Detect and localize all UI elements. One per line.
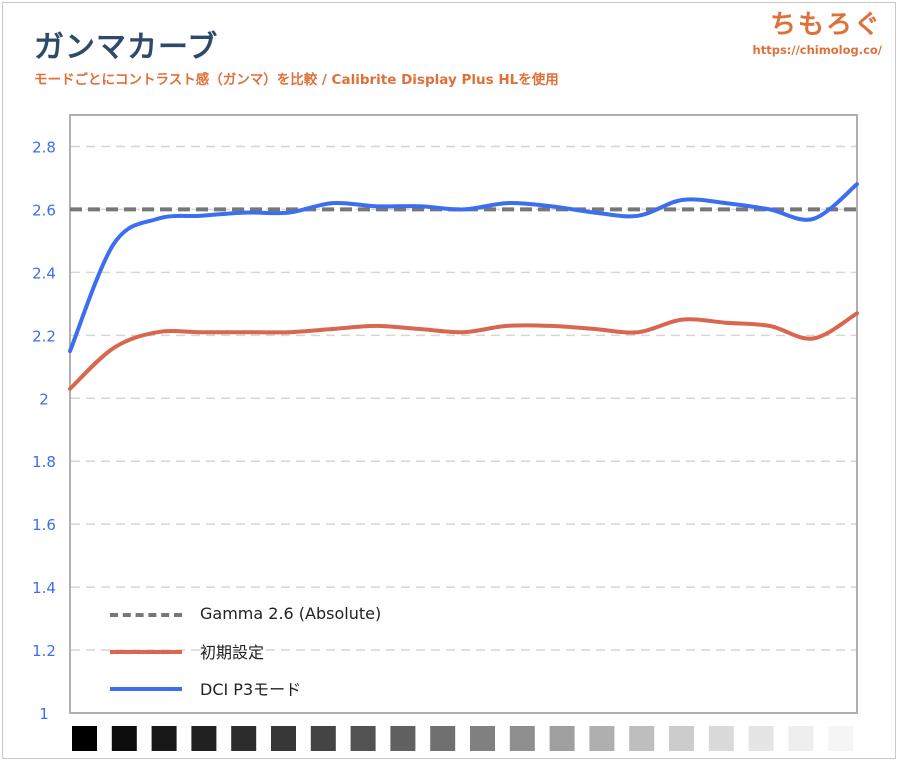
site-logo: ちもろぐ https://chimolog.co/ (753, 4, 882, 57)
y-tick-label: 1.2 (32, 642, 56, 660)
page-title: ガンマカーブ (34, 30, 219, 65)
gray-swatch (748, 726, 774, 751)
y-tick-label: 2.6 (32, 201, 56, 219)
gray-swatch (350, 726, 376, 751)
legend-label-default: 初期設定 (200, 642, 265, 662)
gray-swatch (828, 726, 854, 751)
gray-swatch (549, 726, 575, 751)
legend-item-dcip3: DCI P3モード (110, 669, 381, 706)
y-tick-label: 1.4 (32, 579, 56, 597)
y-tick-label: 2 (39, 390, 49, 408)
gray-swatch (470, 726, 495, 751)
chart-legend: Gamma 2.6 (Absolute) 初期設定 DCI P3モード (110, 595, 381, 706)
series-lines (68, 182, 859, 391)
legend-item-default: 初期設定 (110, 632, 381, 669)
gray-swatch (509, 726, 535, 751)
gray-swatch (231, 726, 257, 751)
gray-swatch (788, 726, 814, 751)
legend-label-gamma: Gamma 2.6 (Absolute) (200, 604, 382, 623)
legend-swatch-default (110, 649, 182, 654)
gray-swatch (708, 726, 734, 751)
page-subtitle: モードごとにコントラスト感（ガンマ）を比較 / Calibrite Displa… (34, 72, 559, 88)
logo-url: https://chimolog.co/ (752, 43, 882, 57)
legend-item-gamma: Gamma 2.6 (Absolute) (110, 595, 381, 632)
gray-swatch (151, 726, 177, 751)
gray-swatch (669, 726, 694, 751)
y-tick-label: 2.8 (32, 138, 56, 156)
gray-swatch (629, 726, 655, 751)
legend-swatch-dcip3 (110, 686, 182, 691)
y-tick-label: 1.8 (32, 453, 56, 471)
gray-swatch (191, 726, 217, 751)
y-tick-label: 1 (39, 705, 49, 723)
gray-swatch (271, 726, 296, 751)
y-tick-label: 1.6 (32, 516, 56, 534)
gray-swatch (589, 726, 615, 751)
gray-swatch (310, 726, 336, 751)
gray-ramp (72, 726, 854, 751)
gray-swatch (430, 726, 456, 751)
logo-text: ちもろぐ (769, 10, 882, 40)
gray-swatch (111, 726, 137, 751)
y-tick-label: 2.2 (32, 327, 56, 345)
gray-swatch (72, 726, 97, 751)
series-line-2 (68, 182, 859, 354)
legend-label-dcip3: DCI P3モード (200, 679, 302, 699)
y-tick-label: 2.4 (32, 264, 56, 282)
series-line-1 (68, 311, 859, 391)
y-axis-ticks: 1 1.2 1.4 1.6 1.8 2 2.2 2.4 2.6 2.8 (32, 138, 56, 723)
gray-swatch (390, 726, 416, 751)
legend-swatch-gamma (110, 612, 182, 617)
